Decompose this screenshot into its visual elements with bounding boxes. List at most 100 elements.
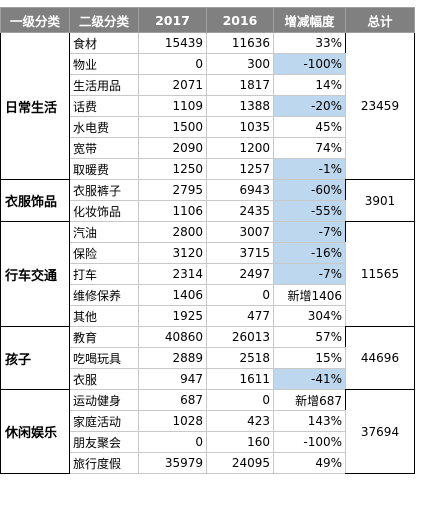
value-2017-cell[interactable]: 2800 [138, 221, 207, 243]
value-2016-cell[interactable]: 11636 [206, 32, 274, 54]
value-2016-cell[interactable]: 1817 [206, 74, 274, 96]
subcategory-cell[interactable]: 汽油 [69, 221, 139, 243]
change-cell[interactable]: 304% [273, 305, 346, 327]
change-cell[interactable]: -100% [273, 53, 346, 75]
change-cell[interactable]: -60% [273, 179, 346, 201]
value-2017-cell[interactable]: 1250 [138, 158, 207, 180]
value-2017-cell[interactable]: 40860 [138, 326, 207, 348]
subcategory-cell[interactable]: 物业 [69, 53, 139, 75]
value-2017-cell[interactable]: 1106 [138, 200, 207, 222]
value-2017-cell[interactable]: 2314 [138, 263, 207, 285]
value-2016-cell[interactable]: 2518 [206, 347, 274, 369]
change-cell[interactable]: 新增687 [273, 389, 346, 411]
subcategory-cell[interactable]: 维修保养 [69, 284, 139, 306]
header-change-rate[interactable]: 增减幅度 [273, 7, 346, 33]
value-2017-cell[interactable]: 2795 [138, 179, 207, 201]
category-cell[interactable]: 休闲娱乐 [0, 389, 70, 474]
value-2017-cell[interactable]: 1406 [138, 284, 207, 306]
subcategory-cell[interactable]: 食材 [69, 32, 139, 54]
total-cell[interactable]: 3901 [345, 179, 415, 222]
change-cell[interactable]: -55% [273, 200, 346, 222]
value-2017-cell[interactable]: 947 [138, 368, 207, 390]
subcategory-cell[interactable]: 保险 [69, 242, 139, 264]
value-2016-cell[interactable]: 2435 [206, 200, 274, 222]
subcategory-cell[interactable]: 吃喝玩具 [69, 347, 139, 369]
value-2017-cell[interactable]: 1500 [138, 116, 207, 138]
subcategory-cell[interactable]: 生活用品 [69, 74, 139, 96]
change-cell[interactable]: -41% [273, 368, 346, 390]
category-cell[interactable]: 行车交通 [0, 221, 70, 327]
subcategory-cell[interactable]: 宽带 [69, 137, 139, 159]
total-cell[interactable]: 44696 [345, 326, 415, 390]
value-2016-cell[interactable]: 1257 [206, 158, 274, 180]
category-cell[interactable]: 日常生活 [0, 32, 70, 180]
change-cell[interactable]: 14% [273, 74, 346, 96]
value-2016-cell[interactable]: 26013 [206, 326, 274, 348]
header-total[interactable]: 总计 [345, 7, 415, 33]
subcategory-cell[interactable]: 教育 [69, 326, 139, 348]
value-2016-cell[interactable]: 477 [206, 305, 274, 327]
subcategory-cell[interactable]: 话费 [69, 95, 139, 117]
subcategory-cell[interactable]: 打车 [69, 263, 139, 285]
total-cell[interactable]: 23459 [345, 32, 415, 180]
subcategory-cell[interactable]: 化妆饰品 [69, 200, 139, 222]
value-2016-cell[interactable]: 1611 [206, 368, 274, 390]
change-cell[interactable]: 49% [273, 452, 346, 474]
subcategory-cell[interactable]: 家庭活动 [69, 410, 139, 432]
change-cell[interactable]: 15% [273, 347, 346, 369]
value-2017-cell[interactable]: 687 [138, 389, 207, 411]
value-2016-cell[interactable]: 0 [206, 389, 274, 411]
subcategory-cell[interactable]: 旅行度假 [69, 452, 139, 474]
value-2017-cell[interactable]: 1028 [138, 410, 207, 432]
subcategory-cell[interactable]: 其他 [69, 305, 139, 327]
value-2016-cell[interactable]: 3007 [206, 221, 274, 243]
value-2017-cell[interactable]: 3120 [138, 242, 207, 264]
value-2017-cell[interactable]: 1925 [138, 305, 207, 327]
header-2016[interactable]: 2016 [206, 7, 274, 33]
value-2016-cell[interactable]: 1388 [206, 95, 274, 117]
value-2017-cell[interactable]: 0 [138, 53, 207, 75]
subcategory-cell[interactable]: 朋友聚会 [69, 431, 139, 453]
change-cell[interactable]: -7% [273, 263, 346, 285]
subcategory-cell[interactable]: 衣服裤子 [69, 179, 139, 201]
change-cell[interactable]: -20% [273, 95, 346, 117]
category-cell[interactable]: 衣服饰品 [0, 179, 70, 222]
header-level2-category[interactable]: 二级分类 [69, 7, 139, 33]
value-2017-cell[interactable]: 1109 [138, 95, 207, 117]
total-cell[interactable]: 11565 [345, 221, 415, 327]
category-cell[interactable]: 孩子 [0, 326, 70, 390]
value-2016-cell[interactable]: 0 [206, 284, 274, 306]
value-2017-cell[interactable]: 15439 [138, 32, 207, 54]
change-cell[interactable]: 74% [273, 137, 346, 159]
subcategory-cell[interactable]: 水电费 [69, 116, 139, 138]
value-2016-cell[interactable]: 3715 [206, 242, 274, 264]
total-cell[interactable]: 37694 [345, 389, 415, 474]
subcategory-cell[interactable]: 衣服 [69, 368, 139, 390]
value-2017-cell[interactable]: 0 [138, 431, 207, 453]
value-2016-cell[interactable]: 160 [206, 431, 274, 453]
change-cell[interactable]: -1% [273, 158, 346, 180]
value-2016-cell[interactable]: 300 [206, 53, 274, 75]
value-2016-cell[interactable]: 6943 [206, 179, 274, 201]
change-cell[interactable]: 45% [273, 116, 346, 138]
value-2016-cell[interactable]: 1200 [206, 137, 274, 159]
value-2016-cell[interactable]: 423 [206, 410, 274, 432]
value-2016-cell[interactable]: 24095 [206, 452, 274, 474]
subcategory-cell[interactable]: 取暖费 [69, 158, 139, 180]
change-cell[interactable]: -100% [273, 431, 346, 453]
change-cell[interactable]: 57% [273, 326, 346, 348]
header-2017[interactable]: 2017 [138, 7, 207, 33]
change-cell[interactable]: -16% [273, 242, 346, 264]
value-2016-cell[interactable]: 2497 [206, 263, 274, 285]
change-cell[interactable]: 143% [273, 410, 346, 432]
value-2017-cell[interactable]: 2889 [138, 347, 207, 369]
value-2017-cell[interactable]: 2071 [138, 74, 207, 96]
header-level1-category[interactable]: 一级分类 [0, 7, 70, 33]
change-cell[interactable]: -7% [273, 221, 346, 243]
value-2017-cell[interactable]: 35979 [138, 452, 207, 474]
change-cell[interactable]: 33% [273, 32, 346, 54]
value-2016-cell[interactable]: 1035 [206, 116, 274, 138]
subcategory-cell[interactable]: 运动健身 [69, 389, 139, 411]
change-cell[interactable]: 新增1406 [273, 284, 346, 306]
value-2017-cell[interactable]: 2090 [138, 137, 207, 159]
